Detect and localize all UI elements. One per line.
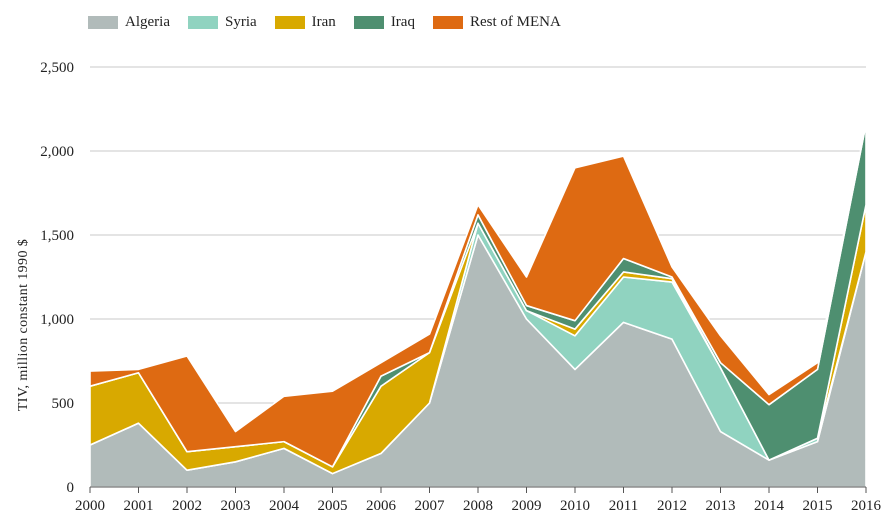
legend-label-rest-of-mena: Rest of MENA — [469, 14, 561, 30]
x-tick-label: 2005 — [318, 498, 348, 514]
area-rest-of-mena — [89, 123, 867, 468]
x-tick-label: 2015 — [803, 498, 833, 514]
legend: Algeria Syria Iran Iraq Rest of MENA — [88, 14, 561, 31]
x-tick-label: 2011 — [609, 498, 638, 514]
y-tick-label: 2,500 — [40, 60, 74, 76]
legend-swatch-rest-of-mena — [432, 16, 463, 29]
x-tick-label: 2002 — [172, 498, 202, 514]
x-tick-label: 2014 — [754, 498, 785, 514]
x-tick-label: 2013 — [706, 498, 736, 514]
x-tick-label: 2007 — [415, 498, 446, 514]
legend-swatch-iraq — [353, 16, 384, 29]
y-tick-label: 1,500 — [40, 228, 74, 244]
series-areas — [89, 123, 867, 488]
x-tick-label: 2001 — [124, 498, 154, 514]
legend-label-syria: Syria — [224, 14, 257, 30]
legend-item-syria: Syria — [187, 14, 257, 31]
legend-item-iraq: Iraq — [353, 14, 415, 31]
x-tick-label: 2000 — [75, 498, 105, 514]
x-tick-label: 2012 — [657, 498, 687, 514]
legend-item-iran: Iran — [274, 14, 336, 31]
y-tick-label: 0 — [67, 480, 75, 496]
axes: 0 500 1,000 1,500 2,000 2,500 2000 2001 2002 2003… — [40, 60, 881, 514]
x-tick-label: 2008 — [463, 498, 493, 514]
legend-label-algeria: Algeria — [125, 14, 170, 30]
legend-swatch-iran — [274, 16, 305, 29]
x-tick-label: 2003 — [221, 498, 251, 514]
legend-item-rest-of-mena: Rest of MENA — [432, 14, 561, 31]
legend-swatch-syria — [187, 16, 218, 29]
x-tick-label: 2010 — [560, 498, 590, 514]
legend-label-iraq: Iraq — [390, 14, 415, 30]
legend-item-algeria: Algeria — [88, 14, 170, 31]
x-tick-label: 2016 — [851, 498, 882, 514]
legend-swatch-algeria — [88, 16, 118, 29]
y-axis-title: TIV, million constant 1990 $ — [16, 238, 31, 412]
x-tick-label: 2004 — [269, 498, 300, 514]
y-tick-label: 2,000 — [40, 144, 74, 160]
x-tick-label: 2006 — [366, 498, 397, 514]
x-tick-label: 2009 — [512, 498, 542, 514]
y-tick-label: 1,000 — [40, 312, 74, 328]
y-tick-label: 500 — [52, 396, 75, 412]
legend-label-iran: Iran — [311, 14, 336, 30]
